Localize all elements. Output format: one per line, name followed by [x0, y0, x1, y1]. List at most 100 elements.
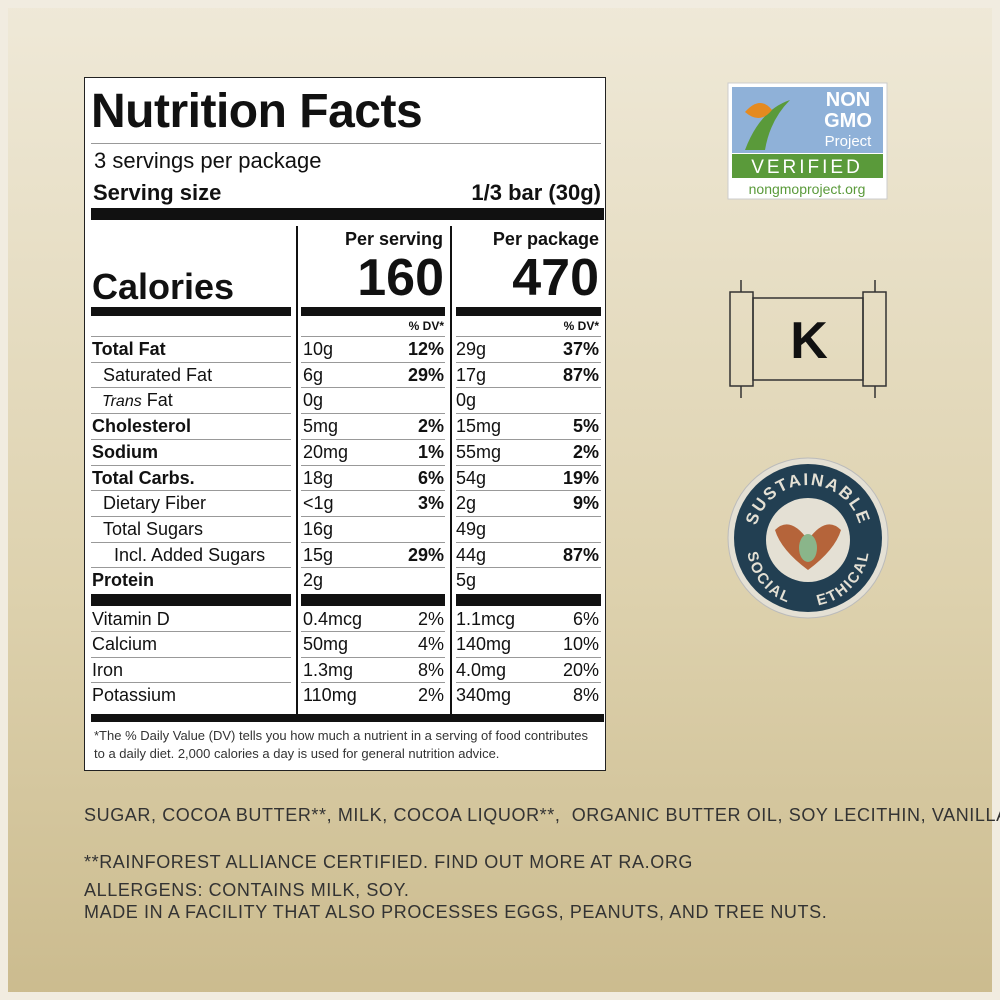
row-line: [91, 143, 601, 144]
serving-amount: 20mg: [303, 441, 349, 462]
serving-dv: 8%: [417, 659, 444, 680]
label-title: Nutrition Facts: [91, 85, 423, 138]
row-line: [456, 464, 601, 466]
package-dv: 87%: [562, 364, 599, 385]
nutrient-name-italic: Trans: [102, 393, 142, 411]
serving-amount: 1.3mg: [303, 659, 354, 680]
serving-amount: 10g: [303, 339, 334, 359]
package-amount: 2g: [456, 493, 477, 514]
sustainable-top: SUSTAINABLE: [742, 470, 874, 527]
serving-dv: 2%: [417, 416, 444, 437]
row-line: [456, 656, 601, 658]
package-dv: 87%: [562, 544, 599, 565]
rule: [91, 714, 604, 722]
row-line: [456, 490, 601, 492]
rule: [450, 226, 452, 714]
row-line: [301, 387, 445, 389]
row-line: [91, 490, 291, 492]
non-gmo-url: nongmoproject.org: [749, 181, 866, 197]
nutrient-name: Dietary Fiber: [103, 493, 207, 514]
nutrient-name: Potassium: [92, 685, 177, 706]
serving-size-label: Serving size: [93, 180, 222, 205]
nutrient-name: Trans Fat: [102, 391, 173, 410]
per-serving: Per serving: [344, 229, 443, 249]
row-line: [91, 682, 291, 684]
nutrient-name: Saturated Fat: [103, 364, 213, 385]
serving-amount: 5mg: [303, 416, 339, 437]
row-line: [301, 490, 445, 492]
serving-amount: 50mg: [303, 634, 349, 655]
row-line: [91, 631, 291, 633]
footnote: *The % Daily Value (DV) tells you how mu…: [94, 728, 588, 761]
row-line: [301, 361, 445, 363]
serving-dv: 1%: [417, 441, 444, 462]
row-line: [91, 567, 291, 569]
package-dv: 6%: [572, 609, 599, 629]
row-line: [301, 567, 445, 569]
package-amount: 44g: [456, 544, 487, 565]
serving-amount: 0g: [303, 390, 324, 411]
row-line: [301, 541, 445, 543]
rule: [301, 307, 445, 316]
row-line: [456, 567, 601, 569]
nutrient-name: Cholesterol: [92, 416, 192, 437]
per-package: Per package: [492, 229, 599, 249]
package-dv: 20%: [562, 659, 599, 680]
row-line: [301, 464, 445, 466]
ingredients: SUGAR, COCOA BUTTER**, MILK, COCOA LIQUO…: [84, 805, 1000, 825]
rule: [91, 208, 604, 220]
package-dv: 37%: [562, 339, 599, 359]
row-line: [456, 631, 601, 633]
dv-header: % DV*: [563, 319, 599, 333]
package-dv: 9%: [572, 493, 599, 514]
nutrient-name: Total Carbs.: [92, 467, 195, 488]
package-dv: 2%: [572, 441, 599, 462]
servings: 3 servings per package: [94, 148, 322, 173]
nutrient-name: Incl. Added Sugars: [114, 544, 266, 565]
row-line: [91, 656, 291, 658]
package-dv: 5%: [572, 416, 599, 437]
serving-amount: 16g: [303, 518, 334, 539]
row-line: [301, 336, 445, 337]
row-line: [91, 387, 291, 389]
package-amount: 1.1mcg: [456, 609, 516, 629]
package-amount: 55mg: [456, 441, 502, 462]
dv-header: % DV*: [408, 319, 444, 333]
row-line: [301, 438, 445, 440]
nutrient-name: Sodium: [92, 441, 158, 462]
facility: MADE IN A FACILITY THAT ALSO PROCESSES E…: [84, 902, 828, 922]
serving-amount: 6g: [303, 364, 324, 385]
serving-amount: 2g: [303, 570, 324, 591]
package-amount: 4.0mg: [456, 659, 507, 680]
package-amount: 340mg: [456, 685, 512, 706]
row-line: [301, 631, 445, 633]
row-line: [91, 464, 291, 466]
package-dv: 8%: [572, 685, 599, 706]
row-line: [301, 656, 445, 658]
nutrient-name: Calcium: [92, 634, 158, 655]
non-gmo-badge: NON GMO Project VERIFIED nongmoproject.o…: [727, 82, 888, 200]
serving-dv: 29%: [407, 544, 444, 565]
row-line: [91, 438, 291, 440]
package-amount: 140mg: [456, 634, 512, 655]
non-gmo-line3: Project: [825, 133, 873, 150]
sustainable-left: SOCIAL: [743, 550, 794, 607]
row-line: [456, 438, 601, 440]
serving-size: 1/3 bar (30g): [471, 180, 601, 205]
non-gmo-line2: GMO: [824, 110, 872, 132]
row-line: [456, 541, 601, 543]
serving-amount: 110mg: [303, 685, 357, 706]
rule: [91, 594, 291, 606]
serving-dv: 12%: [407, 339, 444, 359]
row-line: [456, 515, 601, 517]
non-gmo-verified: VERIFIED: [751, 157, 863, 178]
package-amount: 0g: [456, 390, 477, 411]
certification: **RAINFOREST ALLIANCE CERTIFIED. FIND OU…: [84, 852, 694, 872]
serving-amount: <1g: [303, 493, 334, 514]
rule: [456, 594, 601, 606]
package-amount: 29g: [456, 339, 487, 359]
sustainable-right-path: ETHICAL: [815, 549, 871, 609]
package-amount: 5g: [456, 570, 477, 591]
sustainable-left-path: SOCIAL: [743, 550, 792, 607]
